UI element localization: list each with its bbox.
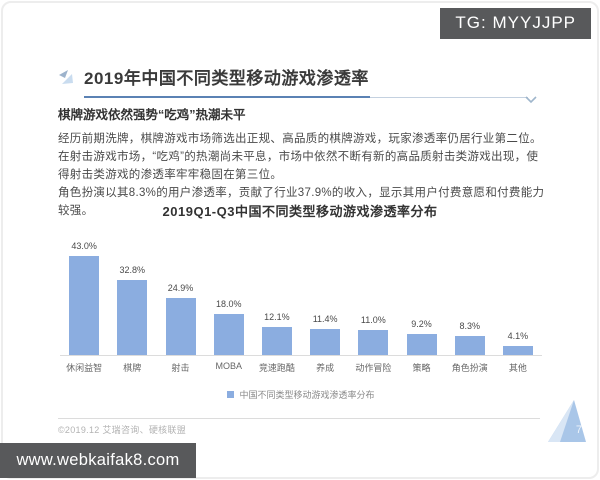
bar-group: 4.1% (494, 234, 542, 355)
page-corner-sail (548, 400, 588, 442)
article-paragraph: 经历前期洗牌，棋牌游戏市场筛选出正规、高品质的棋牌游戏，玩家渗透率仍居行业第二位… (58, 133, 542, 145)
bar-category-label: 休闲益智 (66, 363, 103, 373)
flash-arrow-icon (58, 68, 76, 86)
bar-value-label: 24.9% (167, 282, 194, 293)
bar (213, 313, 244, 355)
bar-group: 12.1% (253, 234, 301, 355)
page-title: 2019年中国不同类型移动游戏渗透率 (84, 69, 369, 88)
bar-category-label: 动作冒险 (355, 363, 392, 373)
watermark-url: www.webkaifak8.com (16, 451, 180, 469)
legend-label: 中国不同类型移动游戏渗透率分布 (239, 390, 375, 400)
bar (454, 335, 485, 355)
page-number: 7 (575, 424, 582, 436)
bar-category-label: 养成 (316, 363, 335, 373)
header: 2019年中国不同类型移动游戏渗透率 (58, 64, 542, 104)
article-paragraph: 在射击游戏市场，“吃鸡”的热潮尚未平息，市场中依然不断有新的高品质射击类游戏出现… (58, 151, 539, 181)
bar-group: 24.9% (156, 234, 204, 355)
footer-copyright: ©2019.12 艾瑞咨询、硬核联盟 (58, 425, 187, 435)
chart-x-labels: 休闲益智 棋牌 射击 MOBA 竞速跑酷 养成 动作冒险 策略 角色扮演 其他 (60, 361, 542, 374)
bar-group: 18.0% (205, 234, 253, 355)
bar-value-label: 43.0% (71, 241, 97, 252)
bar-group: 11.4% (301, 234, 349, 355)
bar-category-label: 棋牌 (123, 363, 142, 373)
bar-value-label: 4.1% (507, 330, 529, 341)
bar (117, 279, 148, 355)
bar-value-label: 11.0% (360, 314, 386, 325)
legend-swatch (227, 391, 235, 398)
article-paragraph: 角色扮演以其8.3%的用户渗透率，贡献了行业37.9%的收入，显示其用户付费意愿… (58, 187, 545, 217)
bar (165, 297, 196, 355)
tg-watermark-badge: TG: MYYJJPP (440, 8, 591, 39)
bar-category-label: 其他 (508, 363, 527, 373)
bar (261, 327, 292, 355)
bar-group: 32.8% (108, 234, 156, 355)
bar-group: 11.0% (349, 234, 397, 355)
bar-group: 8.3% (446, 234, 494, 355)
chevron-down-icon (524, 92, 538, 110)
bar (358, 329, 389, 355)
bar-value-label: 11.4% (312, 313, 338, 324)
bar-chart: 43.0% 32.8% 24.9% 18.0% 12.1% 11.4% 11.0% 9.2% 8… (60, 234, 542, 401)
bar-value-label: 9.2% (411, 318, 432, 329)
bar-category-label: 角色扮演 (451, 363, 488, 373)
watermark-bar: www.webkaifak8.com (0, 443, 196, 478)
bar-value-label: 18.0% (215, 298, 242, 309)
bar-category-label: 射击 (171, 363, 190, 373)
article: 棋牌游戏依然强势“吃鸡”热潮未平 经历前期洗牌，棋牌游戏市场筛选出正规、高品质的… (58, 104, 548, 220)
chart-legend: 中国不同类型移动游戏渗透率分布 (60, 388, 542, 401)
bar-category-label: 策略 (412, 363, 431, 373)
bar (406, 333, 437, 355)
chart-title: 2019Q1-Q3中国不同类型移动游戏渗透率分布 (162, 204, 438, 219)
footer-divider (58, 418, 540, 419)
bar-value-label: 32.8% (119, 264, 146, 275)
bar-category-label: 竞速跑酷 (258, 363, 295, 373)
bar-category-label: MOBA (215, 361, 242, 371)
bar-group: 9.2% (397, 234, 445, 355)
chart-bars: 43.0% 32.8% 24.9% 18.0% 12.1% 11.4% 11.0% 9.2% 8… (60, 234, 542, 356)
bar-value-label: 8.3% (459, 320, 480, 331)
bar (69, 256, 100, 355)
bar-value-label: 12.1% (264, 312, 290, 323)
title-underline (58, 94, 542, 104)
bar-group: 43.0% (60, 234, 108, 355)
article-subtitle: 棋牌游戏依然强势“吃鸡”热潮未平 (58, 108, 246, 122)
bar (310, 328, 341, 355)
bar (502, 345, 533, 355)
